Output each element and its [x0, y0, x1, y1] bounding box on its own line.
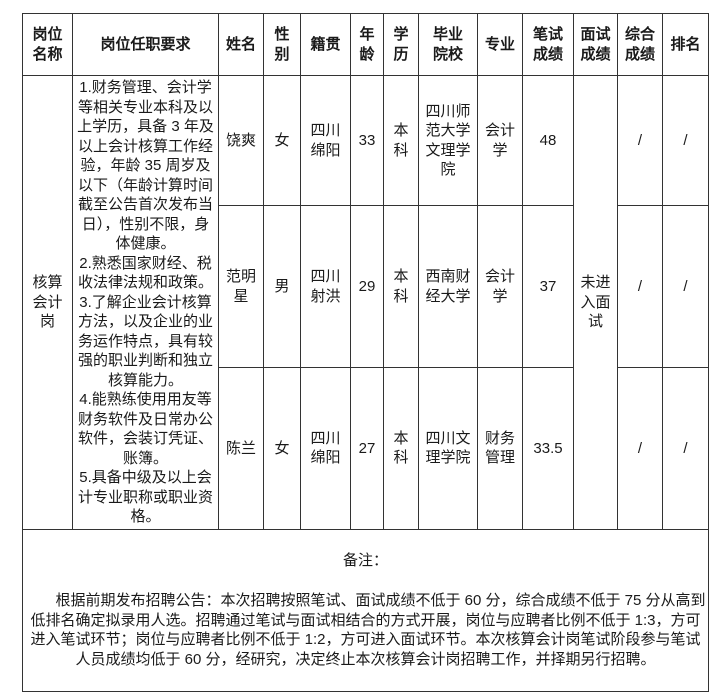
cell-position-name: 核算 会计 岗	[22, 75, 73, 530]
header-rank: 排名	[662, 13, 709, 76]
header-major: 专业	[477, 13, 523, 76]
cell-major: 会计 学	[477, 74, 523, 207]
note-label: 备注：	[342, 552, 388, 569]
note-cell: 备注： 根据前期发布招聘公告：本次招聘按照笔试、面试成绩不低于 60 分，综合成…	[22, 528, 709, 692]
cell-gender: 女	[263, 367, 301, 530]
cell-requirements: 1.财务管理、会计学等相关专业本科及以上学历，具备 3 年及以上会计核算工作经验…	[72, 75, 219, 530]
header-overall-score: 综合 成绩	[617, 13, 663, 76]
header-name: 姓名	[218, 13, 264, 76]
cell-name: 饶爽	[218, 74, 264, 207]
cell-age: 33	[350, 74, 384, 207]
header-position-name: 岗位 名称	[22, 13, 73, 76]
cell-major: 财务 管理	[477, 367, 523, 530]
cell-education: 本 科	[383, 205, 419, 369]
cell-school: 西南财 经大学	[418, 205, 478, 369]
header-origin: 籍贯	[300, 13, 351, 76]
table-row: 陈兰 女 四川 绵阳 27 本 科 四川文 理学院 财务 管理 33.5 / /	[23, 367, 709, 530]
cell-education: 本 科	[383, 74, 419, 207]
header-gender: 性 别	[263, 13, 301, 76]
cell-overall-score: /	[617, 367, 663, 530]
recruitment-results-table: 岗位 名称 岗位任职要求 姓名 性 别 籍贯 年 龄 学 历 毕业 院校 专业 …	[22, 13, 709, 692]
note-text: 根据前期发布招聘公告：本次招聘按照笔试、面试成绩不低于 60 分，综合成绩不低于…	[30, 591, 706, 669]
cell-name: 陈兰	[218, 367, 264, 530]
cell-gender: 男	[263, 205, 301, 369]
cell-age: 27	[350, 367, 384, 530]
cell-rank: /	[662, 205, 709, 369]
cell-education: 本 科	[383, 367, 419, 530]
header-school: 毕业 院校	[418, 13, 478, 76]
cell-written-score: 37	[522, 205, 574, 369]
table-row: 范明 星 男 四川 射洪 29 本 科 西南财 经大学 会计 学 37 / /	[23, 205, 709, 369]
table-row: 核算 会计 岗 1.财务管理、会计学等相关专业本科及以上学历，具备 3 年及以上…	[22, 74, 709, 530]
cell-origin: 四川 绵阳	[300, 367, 351, 530]
cell-major: 会计 学	[477, 205, 523, 369]
cell-rank: /	[662, 367, 709, 530]
cell-written-score: 48	[522, 74, 574, 207]
cell-origin: 四川 射洪	[300, 205, 351, 369]
cell-school: 四川文 理学院	[418, 367, 478, 530]
header-age: 年 龄	[350, 13, 384, 76]
header-requirements: 岗位任职要求	[72, 13, 219, 76]
cell-origin: 四川 绵阳	[300, 74, 351, 207]
table-header-row: 岗位 名称 岗位任职要求 姓名 性 别 籍贯 年 龄 学 历 毕业 院校 专业 …	[22, 13, 709, 76]
cell-interview-score: 未进 入面 试	[573, 75, 618, 530]
cell-age: 29	[350, 205, 384, 369]
cell-name: 范明 星	[218, 205, 264, 369]
cell-overall-score: /	[617, 205, 663, 369]
cell-school: 四川师 范大学 文理学 院	[418, 74, 478, 207]
cell-written-score: 33.5	[522, 367, 574, 530]
header-interview-score: 面试 成绩	[573, 13, 618, 76]
header-education: 学 历	[383, 13, 419, 76]
cell-overall-score: /	[617, 74, 663, 207]
cell-gender: 女	[263, 74, 301, 207]
note-row: 备注： 根据前期发布招聘公告：本次招聘按照笔试、面试成绩不低于 60 分，综合成…	[22, 528, 709, 692]
cell-rank: /	[662, 74, 709, 207]
header-written-score: 笔试 成绩	[522, 13, 574, 76]
